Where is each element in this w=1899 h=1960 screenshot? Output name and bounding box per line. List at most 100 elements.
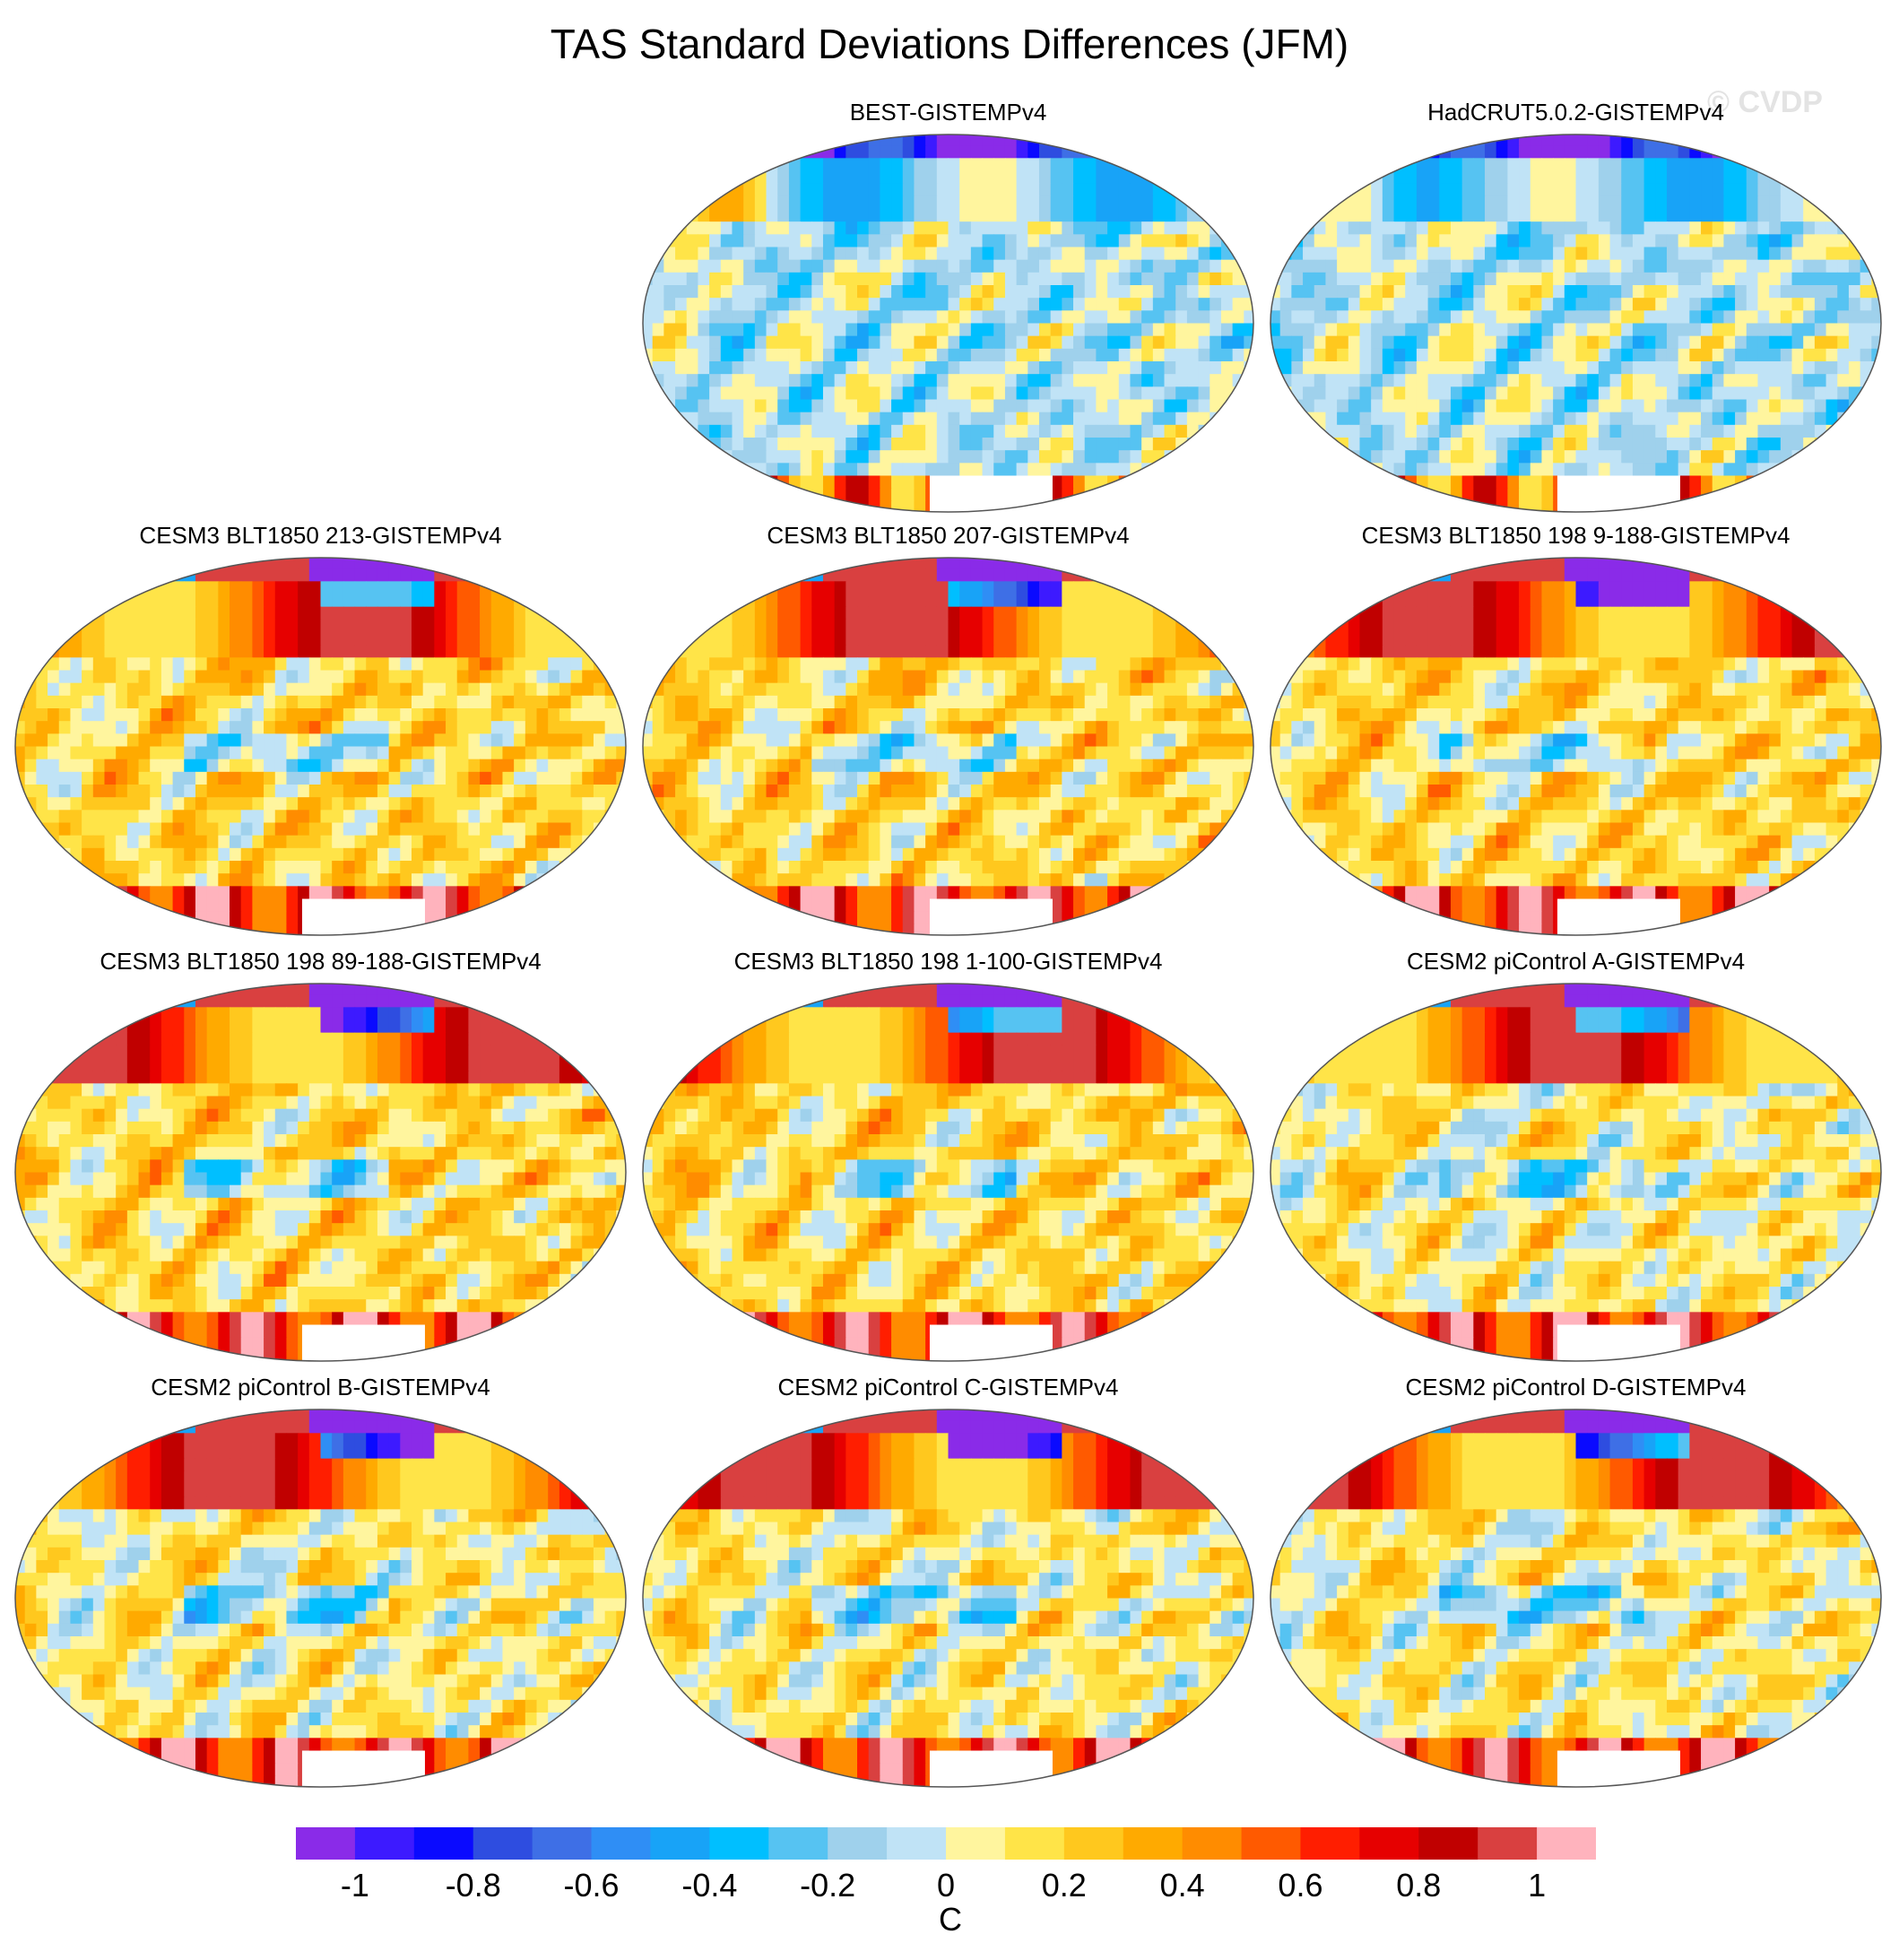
map-cell — [1461, 500, 1474, 512]
map-cell — [743, 285, 756, 299]
map-cell — [1575, 209, 1588, 222]
map-cell — [1028, 310, 1040, 325]
map-cell — [845, 463, 858, 477]
map-cell — [1130, 361, 1142, 375]
map-cell — [1175, 247, 1188, 261]
map-cell — [58, 733, 72, 748]
map-cell — [264, 759, 276, 773]
map-cell — [891, 259, 904, 273]
map-cell — [422, 695, 435, 709]
map-cell — [800, 412, 812, 426]
map-cell — [116, 898, 128, 913]
map-cell — [643, 488, 654, 502]
map-cell — [675, 247, 688, 261]
map-cell — [1837, 450, 1850, 464]
map-cell — [1643, 348, 1656, 362]
map-cell — [468, 645, 481, 658]
map-cell — [1314, 310, 1327, 325]
map-cell — [184, 746, 196, 760]
map-cell — [936, 158, 950, 172]
map-cell — [502, 619, 515, 633]
map-cell — [1393, 361, 1406, 375]
map-cell — [1096, 450, 1108, 464]
map-cell — [1780, 285, 1793, 299]
map-cell — [1769, 500, 1782, 512]
map-cell — [1244, 247, 1253, 261]
map-cell — [252, 657, 264, 672]
map-cell — [777, 488, 790, 502]
map-cell — [1643, 386, 1656, 401]
map-cell — [514, 924, 526, 935]
map-cell — [343, 835, 356, 849]
map-cell — [754, 158, 767, 172]
map-cell — [1655, 361, 1668, 375]
map-cell — [92, 645, 106, 658]
map-cell — [1837, 335, 1850, 350]
map-cell — [1553, 285, 1565, 299]
map-cell — [1712, 463, 1725, 477]
map-cell — [1028, 145, 1040, 159]
map-cell — [709, 361, 722, 375]
map-cell — [456, 733, 470, 748]
map-cell — [1780, 475, 1793, 490]
map-cell — [1028, 298, 1040, 311]
map-cell — [570, 835, 583, 849]
map-cell — [264, 657, 276, 672]
map-cell — [1393, 272, 1406, 286]
map-cell — [218, 619, 230, 633]
map-cell — [1279, 170, 1292, 185]
map-cell — [1485, 247, 1497, 261]
map-cell — [480, 721, 492, 734]
map-cell — [559, 606, 572, 620]
map-cell — [1152, 209, 1166, 222]
map-cell — [104, 746, 117, 760]
map-cell — [902, 348, 915, 362]
map-cell — [1701, 399, 1713, 413]
map-cell — [811, 500, 824, 512]
map-cell — [880, 374, 892, 387]
map-cell — [525, 746, 538, 760]
map-cell — [993, 170, 1006, 185]
map-cell — [1337, 285, 1349, 299]
map-cell — [1530, 247, 1543, 261]
map-cell — [1598, 272, 1611, 286]
map-cell — [1062, 399, 1074, 413]
map-cell — [1473, 221, 1486, 235]
map-cell — [400, 606, 412, 620]
map-cell — [1198, 438, 1210, 451]
map-cell — [1485, 310, 1497, 325]
map-cell — [1210, 399, 1222, 413]
map-cell — [1244, 170, 1253, 185]
map-cell — [948, 374, 960, 387]
map-cell — [663, 348, 676, 362]
map-cell — [400, 632, 412, 646]
map-cell — [1270, 438, 1281, 451]
map-cell — [446, 708, 458, 722]
map-cell — [1860, 259, 1872, 273]
map-cell — [652, 412, 664, 426]
map-cell — [720, 145, 733, 159]
map-cell — [1541, 450, 1554, 464]
map-cell — [1175, 463, 1188, 477]
map-cell — [1860, 399, 1872, 413]
map-cell — [446, 657, 458, 672]
map-cell — [230, 886, 242, 900]
map-cell — [388, 873, 401, 887]
map-cell — [1038, 438, 1052, 451]
map-cell — [490, 861, 504, 874]
map-cell — [1175, 285, 1188, 299]
map-cell — [914, 272, 926, 286]
map-cell — [902, 247, 915, 261]
map-cell — [1643, 361, 1656, 375]
map-cell — [663, 134, 676, 146]
map-cell — [138, 708, 151, 722]
map-cell — [525, 797, 538, 811]
map-cell — [138, 682, 151, 697]
map-cell — [1473, 348, 1486, 362]
map-cell — [446, 594, 458, 608]
map-cell — [1825, 475, 1838, 490]
map-cell — [868, 272, 880, 286]
map-cell — [1746, 399, 1759, 413]
map-cell — [788, 285, 802, 299]
map-cell — [1678, 348, 1690, 362]
